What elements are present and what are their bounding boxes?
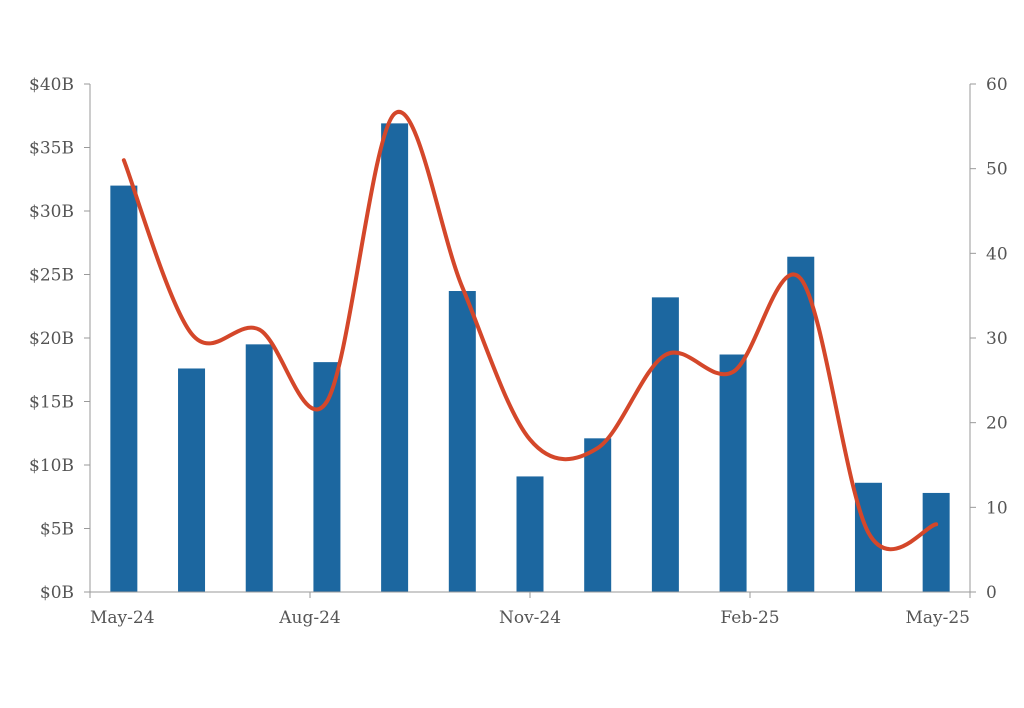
left-tick-label: $5B bbox=[40, 520, 74, 540]
left-tick-label: $0B bbox=[40, 583, 74, 603]
bar-Nov-24 bbox=[516, 476, 544, 592]
left-tick-label: $25B bbox=[29, 266, 74, 286]
bar-Jan-25 bbox=[651, 297, 679, 592]
right-y-axis: 0 10 20 30 40 50 60 bbox=[970, 75, 1008, 603]
left-tick-label: $15B bbox=[29, 393, 74, 413]
line-path bbox=[121, 109, 939, 552]
x-tick-label: Nov-24 bbox=[499, 608, 561, 628]
x-axis: May-24 Aug-24 Nov-24 Feb-25 May-25 bbox=[89, 592, 971, 628]
left-tick-label: $20B bbox=[29, 329, 74, 349]
bar-Jul-24 bbox=[245, 344, 273, 592]
bar-series bbox=[110, 123, 950, 593]
line-series bbox=[121, 109, 939, 552]
left-tick-label: $10B bbox=[29, 456, 74, 476]
bar-May-24 bbox=[110, 185, 138, 592]
bar-Jun-24 bbox=[178, 368, 206, 592]
bar-Aug-24 bbox=[313, 362, 341, 592]
left-tick-label: $40B bbox=[29, 75, 74, 95]
right-tick-label: 30 bbox=[986, 329, 1008, 349]
x-tick-label: May-25 bbox=[905, 608, 970, 628]
bar-Dec-24 bbox=[584, 438, 612, 592]
bar-Sep-24 bbox=[381, 123, 409, 593]
right-tick-label: 20 bbox=[986, 414, 1008, 434]
bar-Apr-25 bbox=[854, 482, 882, 592]
x-tick-label: Feb-25 bbox=[720, 608, 779, 628]
right-tick-label: 50 bbox=[986, 160, 1008, 180]
bar-May-25 bbox=[922, 492, 950, 592]
right-tick-label: 60 bbox=[986, 75, 1008, 95]
bar-Feb-25 bbox=[719, 354, 747, 592]
x-tick-label: Aug-24 bbox=[278, 608, 340, 628]
left-y-axis: $0B $5B $10B $15B $20B $25B $30B $35B $40B bbox=[29, 75, 90, 603]
bar-Mar-25 bbox=[787, 256, 815, 592]
right-tick-label: 0 bbox=[986, 583, 997, 603]
x-tick-label: May-24 bbox=[90, 608, 155, 628]
right-tick-label: 10 bbox=[986, 498, 1008, 518]
left-tick-label: $35B bbox=[29, 139, 74, 159]
right-tick-label: 40 bbox=[986, 244, 1008, 264]
left-tick-label: $30B bbox=[29, 202, 74, 222]
bar-Oct-24 bbox=[448, 291, 476, 592]
